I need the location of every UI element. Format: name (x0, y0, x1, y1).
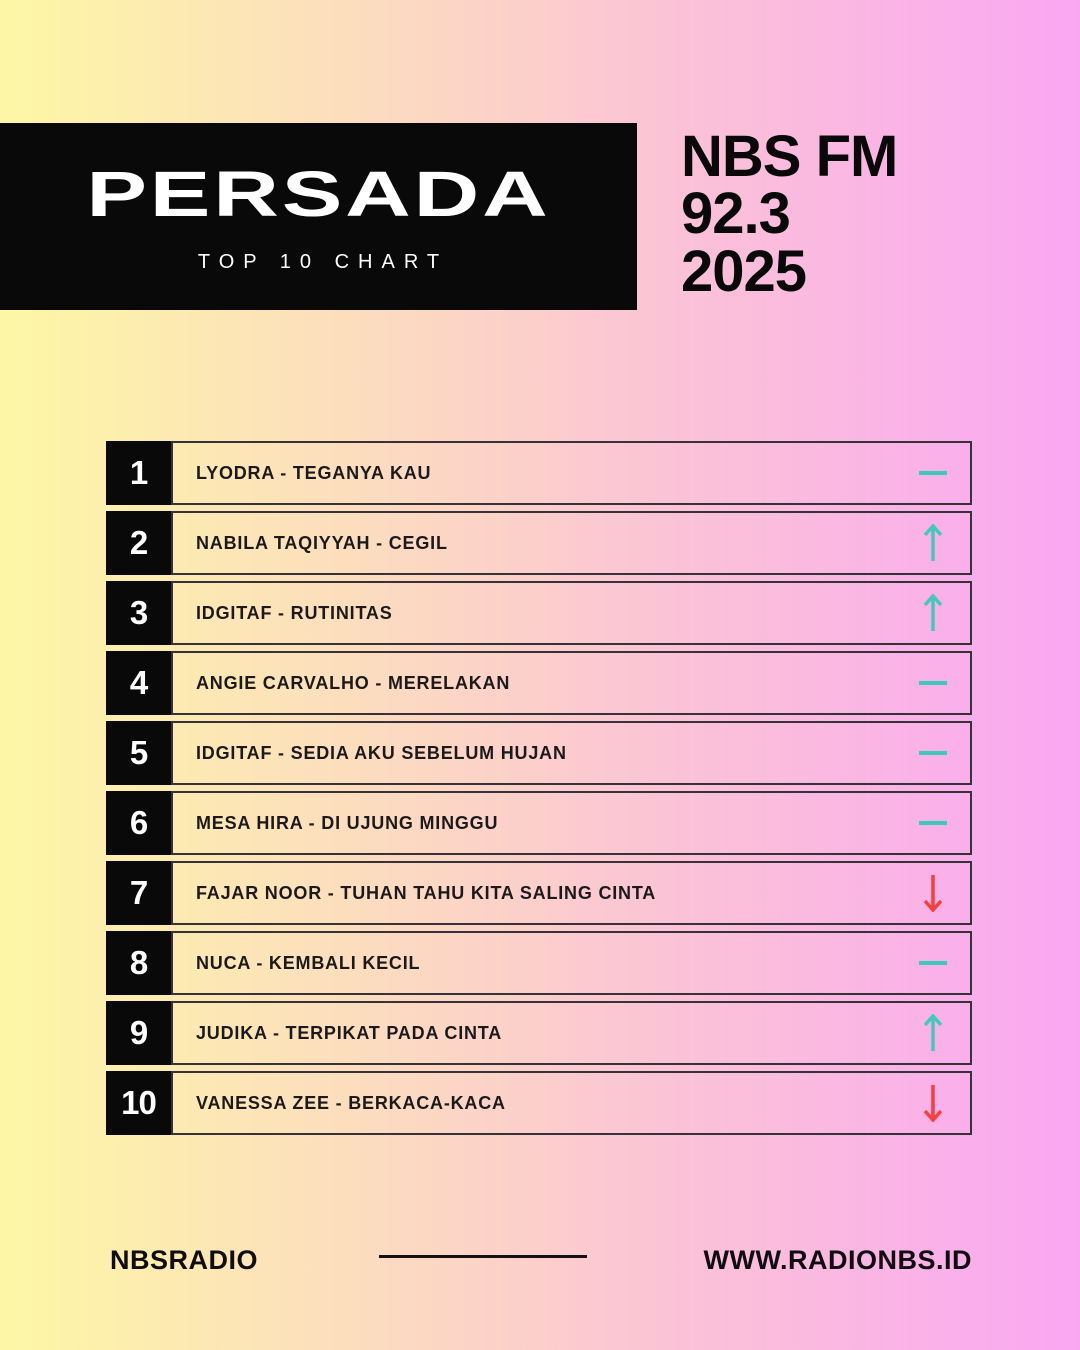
top10-chart-list: 1 LYODRA - TEGANYA KAU 2 NABILA TAQIYYAH… (106, 441, 972, 1141)
station-name: NBS FM (681, 124, 898, 189)
chart-row: 1 LYODRA - TEGANYA KAU (106, 441, 972, 505)
chart-row: 5 IDGITAF - SEDIA AKU SEBELUM HUJAN (106, 721, 972, 785)
rank-badge: 2 (106, 511, 171, 575)
trend-same-icon (919, 681, 947, 685)
trend-indicator (918, 874, 948, 912)
chart-row: 10 VANESSA ZEE - BERKACA-KACA (106, 1071, 972, 1135)
song-cell: MESA HIRA - DI UJUNG MINGGU (171, 791, 972, 855)
song-title: JUDIKA - TERPIKAT PADA CINTA (196, 1022, 503, 1043)
song-cell: FAJAR NOOR - TUHAN TAHU KITA SALING CINT… (171, 861, 972, 925)
song-cell: JUDIKA - TERPIKAT PADA CINTA (171, 1001, 972, 1065)
song-cell: IDGITAF - RUTINITAS (171, 581, 972, 645)
song-title: NABILA TAQIYYAH - CEGIL (196, 532, 448, 553)
station-frequency: 92.3 (681, 181, 791, 247)
rank-badge: 9 (106, 1001, 171, 1065)
song-cell: ANGIE CARVALHO - MERELAKAN (171, 651, 972, 715)
rank-badge: 1 (106, 441, 171, 505)
song-title: IDGITAF - SEDIA AKU SEBELUM HUJAN (196, 742, 567, 763)
footer-divider (379, 1255, 587, 1258)
rank-badge: 3 (106, 581, 171, 645)
footer-brand: NBSRADIO (110, 1245, 259, 1275)
trend-indicator (918, 1014, 948, 1052)
page-title: PERSADA (86, 157, 551, 230)
trend-up-icon (923, 594, 943, 631)
rank-badge: 5 (106, 721, 171, 785)
trend-same-icon (919, 821, 947, 825)
trend-down-icon (923, 1085, 943, 1122)
song-cell: VANESSA ZEE - BERKACA-KACA (171, 1071, 972, 1135)
trend-indicator (918, 470, 948, 476)
trend-indicator (918, 960, 948, 966)
station-year: 2025 (681, 238, 807, 304)
header-banner: PERSADA TOP 10 CHART (0, 123, 637, 310)
rank-badge: 7 (106, 861, 171, 925)
page-subtitle: TOP 10 CHART (197, 250, 449, 273)
chart-row: 3 IDGITAF - RUTINITAS (106, 581, 972, 645)
rank-badge: 8 (106, 931, 171, 995)
trend-same-icon (919, 961, 947, 965)
trend-indicator (918, 594, 948, 632)
trend-up-icon (923, 1014, 943, 1051)
song-title: VANESSA ZEE - BERKACA-KACA (196, 1092, 506, 1113)
trend-same-icon (919, 751, 947, 755)
chart-row: 7 FAJAR NOOR - TUHAN TAHU KITA SALING CI… (106, 861, 972, 925)
trend-up-icon (923, 524, 943, 561)
chart-row: 2 NABILA TAQIYYAH - CEGIL (106, 511, 972, 575)
trend-indicator (918, 820, 948, 826)
song-cell: LYODRA - TEGANYA KAU (171, 441, 972, 505)
song-title: FAJAR NOOR - TUHAN TAHU KITA SALING CINT… (196, 882, 657, 903)
song-cell: NABILA TAQIYYAH - CEGIL (171, 511, 972, 575)
rank-badge: 10 (106, 1071, 171, 1135)
trend-same-icon (919, 471, 947, 475)
chart-row: 8 NUCA - KEMBALI KECIL (106, 931, 972, 995)
song-cell: NUCA - KEMBALI KECIL (171, 931, 972, 995)
footer-website: WWW.RADIONBS.ID (703, 1245, 972, 1275)
song-title: MESA HIRA - DI UJUNG MINGGU (196, 812, 499, 833)
song-title: LYODRA - TEGANYA KAU (196, 462, 432, 483)
trend-indicator (918, 750, 948, 756)
chart-row: 9 JUDIKA - TERPIKAT PADA CINTA (106, 1001, 972, 1065)
song-title: IDGITAF - RUTINITAS (196, 602, 393, 623)
trend-down-icon (923, 875, 943, 912)
song-title: NUCA - KEMBALI KECIL (196, 952, 421, 973)
chart-row: 6 MESA HIRA - DI UJUNG MINGGU (106, 791, 972, 855)
song-cell: IDGITAF - SEDIA AKU SEBELUM HUJAN (171, 721, 972, 785)
trend-indicator (918, 680, 948, 686)
rank-badge: 4 (106, 651, 171, 715)
chart-row: 4 ANGIE CARVALHO - MERELAKAN (106, 651, 972, 715)
station-info: NBS FM 92.3 2025 (681, 124, 898, 304)
rank-badge: 6 (106, 791, 171, 855)
song-title: ANGIE CARVALHO - MERELAKAN (196, 672, 511, 693)
trend-indicator (918, 1084, 948, 1122)
trend-indicator (918, 524, 948, 562)
